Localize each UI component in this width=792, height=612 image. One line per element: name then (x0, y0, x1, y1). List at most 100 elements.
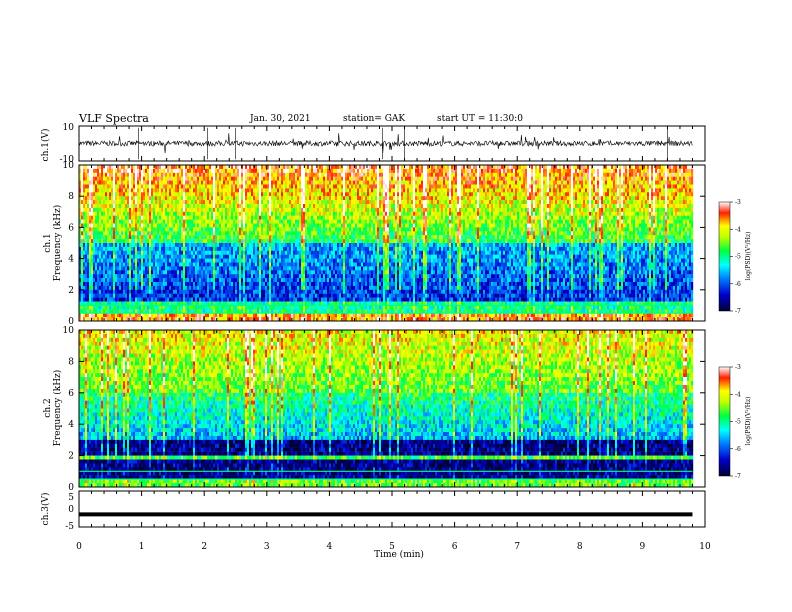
spectrogram-cell (285, 309, 288, 314)
spectrogram-cell (225, 278, 228, 283)
spectrogram-cell (117, 165, 120, 170)
spectrogram-cell (261, 246, 264, 251)
spectrogram-cell (229, 243, 232, 248)
spectrogram-cell (183, 258, 186, 263)
spectrogram-cell (265, 215, 268, 220)
spectrogram-cell (191, 200, 194, 205)
spectrogram-cell (245, 180, 248, 185)
spectrogram-cell (231, 270, 234, 275)
spectrogram-cell (137, 231, 140, 236)
spectrogram-cell (213, 282, 216, 287)
spectrogram-cell (213, 246, 216, 251)
spectrogram-cell (249, 168, 252, 173)
spectrogram-cell (187, 289, 190, 294)
spectrogram-cell (87, 211, 90, 216)
spectrogram-cell (177, 223, 180, 228)
spectrogram-cell (123, 239, 126, 244)
spectrogram-cell (93, 176, 96, 181)
spectrogram-cell (235, 293, 238, 298)
spectrogram-cell (221, 207, 224, 212)
spectrogram-cell (325, 313, 328, 318)
spectrogram-cell (129, 192, 132, 197)
spectrogram-cell (129, 168, 132, 173)
spectrogram-cell (253, 297, 256, 302)
spectrogram-cell (173, 293, 176, 298)
spectrogram-cell (137, 227, 140, 232)
spectrogram-cell (185, 231, 188, 236)
spectrogram-cell (213, 274, 216, 279)
spectrogram-cell (113, 235, 116, 240)
spectrogram-cell (227, 196, 230, 201)
spectrogram-cell (81, 282, 84, 287)
spectrogram-cell (299, 270, 302, 275)
spectrogram-cell (251, 207, 254, 212)
spectrogram-cell (319, 270, 322, 275)
spectrogram-cell (305, 188, 308, 193)
spectrogram-cell (323, 231, 326, 236)
spectrogram-cell (291, 278, 294, 283)
spectrogram-cell (299, 215, 302, 220)
spectrogram-cell (119, 293, 122, 298)
spectrogram-cell (323, 180, 326, 185)
spectrogram-cell (213, 301, 216, 306)
spectrogram-cell (121, 297, 124, 302)
spectrogram-cell (131, 215, 134, 220)
spectrogram-cell (141, 270, 144, 275)
spectrogram-cell (143, 305, 146, 310)
spectrogram-cell (257, 200, 260, 205)
spectrogram-cell (319, 285, 322, 290)
spectrogram-cell (259, 274, 262, 279)
spectrogram-cell (305, 200, 308, 205)
spectrogram-cell (263, 196, 266, 201)
spectrogram-cell (225, 289, 228, 294)
spectrogram-cell (119, 207, 122, 212)
spectrogram-cell (191, 211, 194, 216)
spectrogram-cell (241, 239, 244, 244)
spectrogram-cell (93, 165, 96, 170)
spectrogram-cell (325, 176, 328, 181)
spectrogram-cell (183, 309, 186, 314)
spectrogram-cell (257, 196, 260, 201)
spectrogram-cell (83, 293, 86, 298)
spectrogram-cell (269, 219, 272, 224)
spectrogram-cell (205, 297, 208, 302)
spectrogram-cell (231, 219, 234, 224)
spectrogram-cell (155, 196, 158, 201)
spectrogram-cell (123, 278, 126, 283)
spectrogram-cell (89, 274, 92, 279)
spectrogram-cell (269, 313, 272, 318)
spectrogram-cell (225, 258, 228, 263)
spectrogram-cell (133, 309, 136, 314)
spectrogram-cell (201, 266, 204, 271)
spectrogram-cell (91, 258, 94, 263)
spectrogram-cell (209, 250, 212, 255)
spectrogram-cell (319, 278, 322, 283)
spectrogram-cell (231, 192, 234, 197)
spectrogram-cell (207, 239, 210, 244)
spectrogram-cell (165, 266, 168, 271)
spectrogram-cell (203, 313, 206, 318)
spectrogram-cell (167, 223, 170, 228)
spectrogram-cell (81, 250, 84, 255)
spectrogram-cell (273, 239, 276, 244)
spectrogram-cell (159, 274, 162, 279)
spectrogram-cell (105, 188, 108, 193)
spectrogram-cell (223, 184, 226, 189)
spectrogram-cell (169, 266, 172, 271)
spectrogram-cell (203, 278, 206, 283)
spectrogram-cell (93, 301, 96, 306)
spectrogram-cell (323, 301, 326, 306)
spectrogram-cell (145, 215, 148, 220)
spectrogram-cell (289, 282, 292, 287)
spectrogram-cell (141, 262, 144, 267)
spectrogram-cell (105, 211, 108, 216)
spectrogram-cell (145, 246, 148, 251)
spectrogram-cell (133, 231, 136, 236)
spectrogram-cell (283, 317, 286, 322)
spectrogram-cell (101, 165, 104, 170)
spectrogram-cell (203, 305, 206, 310)
spectrogram-cell (261, 231, 264, 236)
spectrogram-cell (175, 250, 178, 255)
spectrogram-cell (241, 215, 244, 220)
spectrogram-cell (265, 246, 268, 251)
